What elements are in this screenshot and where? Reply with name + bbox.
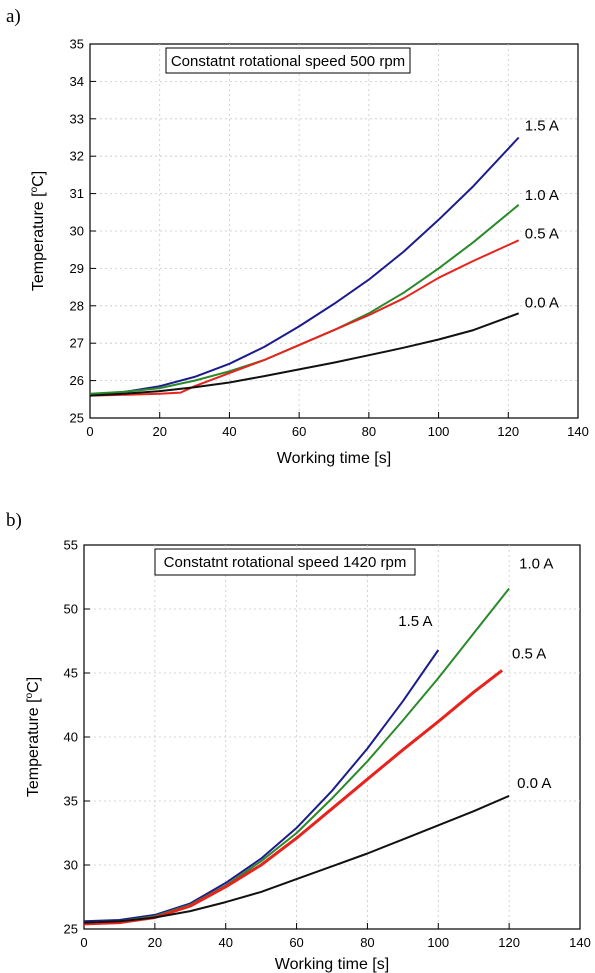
- x-axis-title-a: Working time [s]: [277, 450, 391, 467]
- ticks-b: 0 20 40 60 80 100 120 140 25 30 35 40 45 50 55: [64, 538, 591, 951]
- series-lines-a: [89, 136, 520, 397]
- chart-a: 0 20 40 60 80 100 120 140 25 26 27 28 29 30 31 32 33 34 35…: [29, 37, 589, 468]
- y-tick-label: 28: [70, 298, 84, 313]
- series-line-05A: [89, 239, 520, 397]
- x-tick-label: 100: [428, 424, 450, 439]
- title-box-text-a: Constatnt rotational speed 500 rpm: [171, 53, 405, 70]
- y-tick-label: 30: [64, 858, 78, 873]
- x-tick-label: 80: [360, 935, 374, 950]
- x-tick-label: 20: [148, 935, 162, 950]
- y-axis-title-b-suffix: C]: [25, 677, 42, 693]
- series-lines-b: [83, 587, 510, 926]
- series-label: 0.0 A: [517, 775, 551, 792]
- series-line-00A: [83, 794, 510, 924]
- series-label: 0.5 A: [512, 645, 546, 662]
- x-tick-label: 60: [292, 424, 306, 439]
- x-tick-label: 140: [569, 935, 591, 950]
- series-line-15A: [89, 136, 520, 397]
- x-tick-label: 20: [152, 424, 166, 439]
- y-tick-label: 40: [64, 730, 78, 745]
- series-labels-b: 1.5 A 1.0 A 0.5 A 0.0 A: [398, 556, 553, 792]
- y-tick-label: 27: [70, 336, 84, 351]
- y-axis-title-b: Temperature [oC]: [24, 677, 42, 797]
- y-axis-title-a-sup: o: [29, 186, 40, 192]
- y-tick-label: 35: [70, 37, 84, 52]
- series-line-00A: [89, 312, 520, 397]
- y-axis-title-b-prefix: Temperature [: [25, 698, 42, 797]
- x-tick-label: 0: [80, 935, 87, 950]
- x-tick-label: 80: [362, 424, 376, 439]
- y-tick-label: 50: [64, 602, 78, 617]
- series-label: 1.0 A: [519, 556, 553, 573]
- x-tick-label: 40: [218, 935, 232, 950]
- series-label: 0.0 A: [525, 294, 559, 311]
- x-tick-label: 120: [497, 424, 519, 439]
- series-label: 1.5 A: [398, 613, 432, 630]
- y-axis-title-a-suffix: C]: [30, 171, 47, 187]
- series-labels-a: 1.5 A 1.0 A 0.5 A 0.0 A: [525, 118, 559, 312]
- y-axis-title-a: Temperature [oC]: [29, 171, 47, 291]
- title-box-a: [165, 47, 411, 74]
- x-tick-label: 60: [289, 935, 303, 950]
- y-axis-title-a-prefix: Temperature [: [30, 192, 47, 291]
- x-tick-label: 40: [222, 424, 236, 439]
- y-tick-label: 35: [64, 794, 78, 809]
- series-label: 1.5 A: [525, 118, 559, 135]
- y-tick-label: 25: [64, 922, 78, 937]
- title-box-text-b: Constatnt rotational speed 1420 rpm: [164, 554, 407, 571]
- x-tick-label: 140: [567, 424, 589, 439]
- panel-label-b: b): [6, 510, 22, 531]
- gridlines-b: [84, 545, 580, 929]
- panel-label-a: a): [6, 6, 21, 27]
- plot-area-b: [83, 544, 581, 930]
- y-tick-label: 34: [70, 74, 84, 89]
- ticks-a: 0 20 40 60 80 100 120 140 25 26 27 28 29 30 31 32 33 34 35: [70, 37, 589, 440]
- x-axis-title-b: Working time [s]: [275, 956, 389, 973]
- y-tick-label: 33: [70, 111, 84, 126]
- y-tick-label: 30: [70, 224, 84, 239]
- y-axis-title-b-sup: o: [24, 692, 35, 698]
- y-tick-label: 25: [70, 411, 84, 426]
- x-tick-label: 100: [427, 935, 449, 950]
- y-tick-label: 29: [70, 261, 84, 276]
- y-tick-label: 31: [70, 186, 84, 201]
- series-line-15A: [83, 649, 440, 923]
- x-tick-label: 0: [86, 424, 93, 439]
- y-tick-label: 32: [70, 149, 84, 164]
- series-label: 0.5 A: [525, 225, 559, 242]
- x-tick-label: 120: [498, 935, 520, 950]
- y-tick-label: 26: [70, 373, 84, 388]
- y-tick-label: 55: [64, 538, 78, 553]
- y-tick-label: 45: [64, 666, 78, 681]
- series-label: 1.0 A: [525, 187, 559, 204]
- title-box-b: [154, 548, 416, 576]
